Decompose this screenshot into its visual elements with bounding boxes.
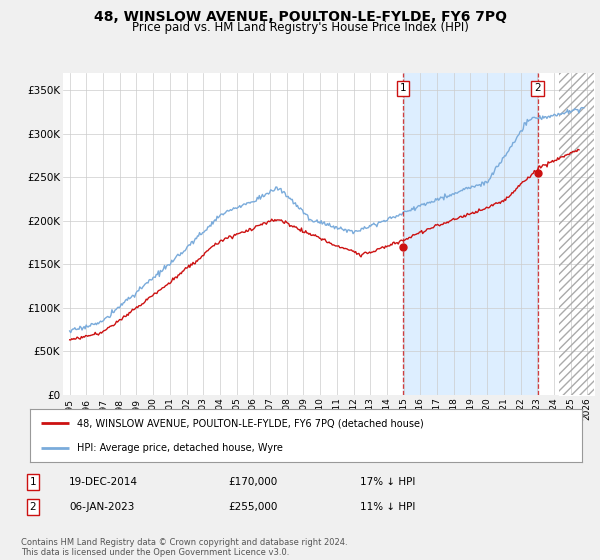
Text: 06-JAN-2023: 06-JAN-2023 — [69, 502, 134, 512]
Text: 17% ↓ HPI: 17% ↓ HPI — [360, 477, 415, 487]
Text: 1: 1 — [29, 477, 37, 487]
Text: 48, WINSLOW AVENUE, POULTON-LE-FYLDE, FY6 7PQ (detached house): 48, WINSLOW AVENUE, POULTON-LE-FYLDE, FY… — [77, 418, 424, 428]
Text: Price paid vs. HM Land Registry's House Price Index (HPI): Price paid vs. HM Land Registry's House … — [131, 21, 469, 34]
Text: £255,000: £255,000 — [228, 502, 277, 512]
Text: 19-DEC-2014: 19-DEC-2014 — [69, 477, 138, 487]
Bar — [559, 73, 594, 395]
Text: £170,000: £170,000 — [228, 477, 277, 487]
Text: 2: 2 — [29, 502, 37, 512]
Bar — [403, 73, 538, 395]
Text: 1: 1 — [400, 83, 406, 94]
Text: HPI: Average price, detached house, Wyre: HPI: Average price, detached house, Wyre — [77, 442, 283, 452]
Text: Contains HM Land Registry data © Crown copyright and database right 2024.
This d: Contains HM Land Registry data © Crown c… — [21, 538, 347, 557]
Text: 2: 2 — [534, 83, 541, 94]
Text: 48, WINSLOW AVENUE, POULTON-LE-FYLDE, FY6 7PQ: 48, WINSLOW AVENUE, POULTON-LE-FYLDE, FY… — [94, 10, 506, 24]
Text: 11% ↓ HPI: 11% ↓ HPI — [360, 502, 415, 512]
